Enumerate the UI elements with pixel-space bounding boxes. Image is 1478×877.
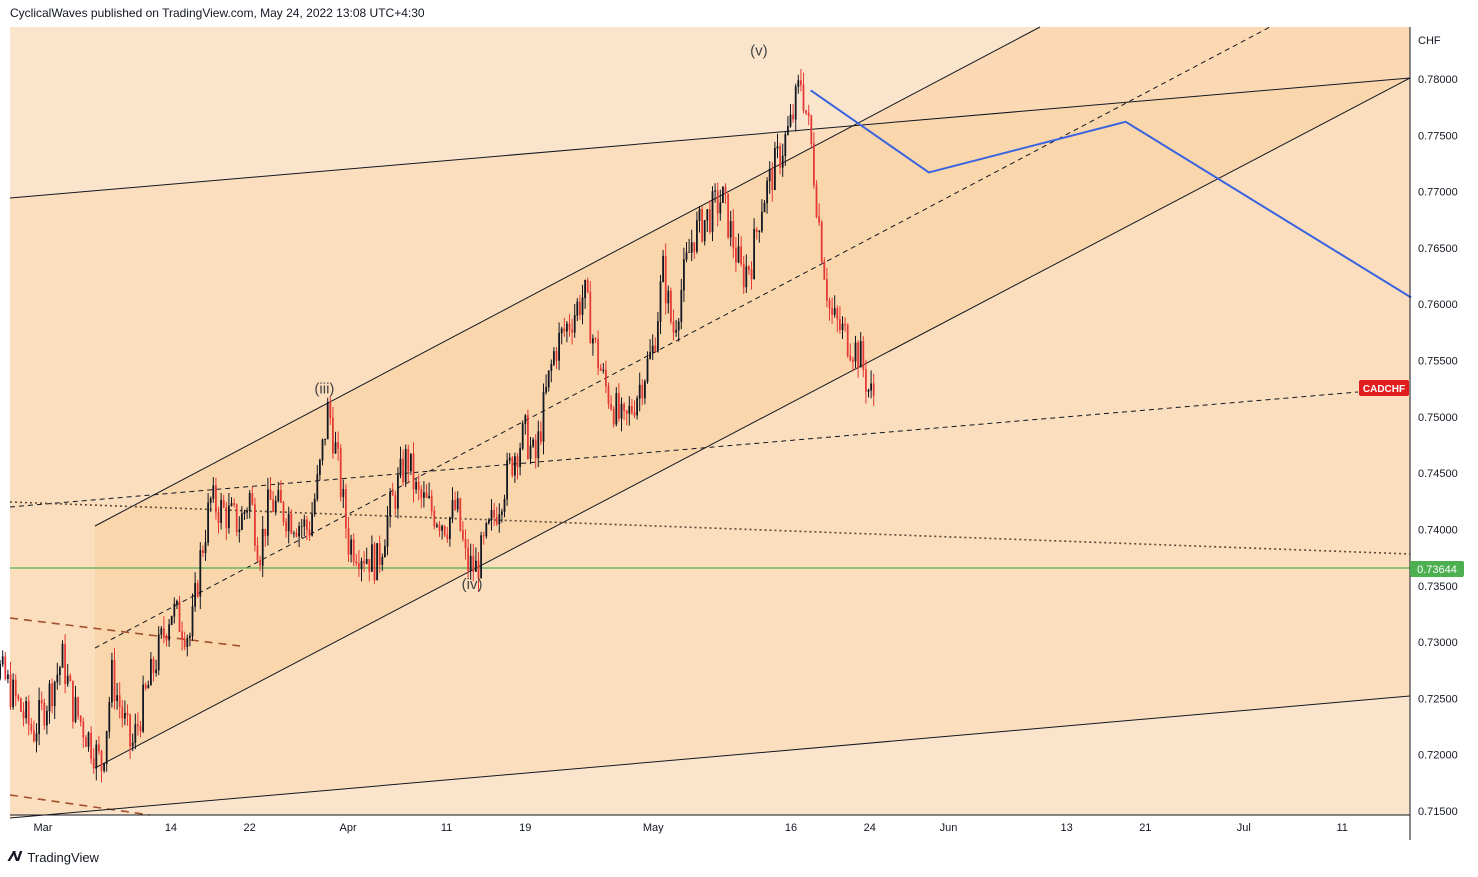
- support-price-label: 0.73644: [1417, 564, 1457, 576]
- rising-channel-top: [94, 26, 1041, 527]
- price-axis-ticks: 0.78000 0.77500 0.77000 0.76500 0.76000 0.755…: [1418, 74, 1458, 818]
- price-tick-label: 0.71500: [1418, 806, 1458, 818]
- wave-label: (iii): [314, 381, 334, 398]
- rising-channel-fill: [95, 27, 1410, 768]
- time-tick-label: 21: [1139, 822, 1151, 834]
- price-tick-label: 0.75500: [1418, 356, 1458, 368]
- time-tick-label: 24: [864, 822, 876, 834]
- price-tick-label: 0.73500: [1418, 581, 1458, 593]
- time-tick-label: Mar: [34, 822, 53, 834]
- time-tick-label: 22: [244, 822, 256, 834]
- wave-label: (iv): [462, 576, 483, 593]
- time-tick-label: 11: [1336, 822, 1347, 834]
- support-price-tag: 0.73644: [1410, 561, 1464, 577]
- projection-path: [810, 89, 1412, 299]
- price-tick-label: 0.75000: [1418, 412, 1458, 424]
- candlestick-series: [0, 69, 875, 783]
- dashed-trendline-upper-left: [9, 617, 241, 647]
- price-tick-label: 0.72500: [1418, 693, 1458, 705]
- price-tick-label: 0.74500: [1418, 468, 1458, 480]
- time-tick-label: Apr: [340, 822, 357, 834]
- time-tick-label: Jun: [940, 822, 958, 834]
- price-tick-label: 0.72000: [1418, 750, 1458, 762]
- footer-brand[interactable]: ⁄⁄V TradingView: [10, 850, 99, 865]
- currency-label: CHF: [1418, 35, 1441, 47]
- time-axis-ticks: Mar 14 22 Apr 11 19 May 16 24 Jun 13 21 Jul 11: [34, 822, 1348, 834]
- time-tick-label: 14: [165, 822, 177, 834]
- rising-channel-median: [94, 26, 1271, 649]
- price-tick-label: 0.76500: [1418, 243, 1458, 255]
- time-tick-label: 13: [1060, 822, 1072, 834]
- dashed-trendline-lower-left: [9, 794, 151, 816]
- price-tick-label: 0.78000: [1418, 74, 1458, 86]
- time-tick-label: 11: [441, 822, 452, 834]
- publisher-header: CyclicalWaves published on TradingView.c…: [10, 6, 425, 20]
- symbol-tag-label: CADCHF: [1363, 384, 1405, 395]
- major-channel-fill: [10, 78, 1410, 818]
- wave-labels: (iii) (iv) (v): [314, 43, 767, 593]
- rising-channel-bottom: [94, 77, 1411, 769]
- time-tick-label: 19: [519, 822, 531, 834]
- price-tick-label: 0.73000: [1418, 637, 1458, 649]
- dotted-trendline: [9, 501, 1411, 555]
- price-tick-label: 0.77000: [1418, 187, 1458, 199]
- time-tick-label: Jul: [1237, 822, 1251, 834]
- footer-brand-label: TradingView: [27, 850, 99, 865]
- price-tick-label: 0.77500: [1418, 130, 1458, 142]
- wave-label: (v): [750, 43, 768, 60]
- dashed-trendline-long: [9, 391, 1359, 508]
- price-tick-label: 0.76000: [1418, 299, 1458, 311]
- major-channel-bottom: [9, 695, 1411, 819]
- time-tick-label: May: [643, 822, 664, 834]
- price-tick-label: 0.74000: [1418, 524, 1458, 536]
- major-channel-top: [9, 77, 1411, 199]
- tradingview-logo-icon: ⁄⁄V: [10, 850, 22, 865]
- symbol-tag: CADCHF: [1359, 380, 1409, 396]
- time-tick-label: 16: [785, 822, 797, 834]
